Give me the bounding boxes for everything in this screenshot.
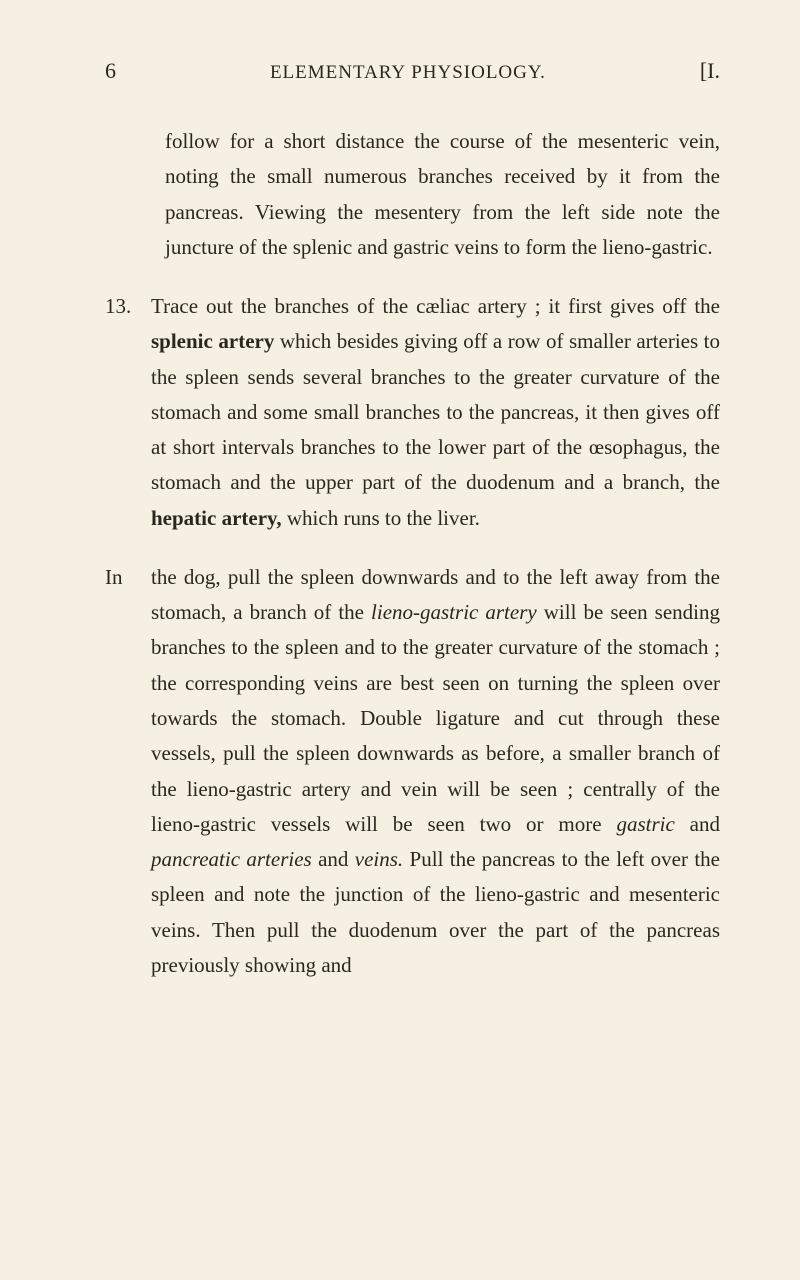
item-number: 13. <box>105 289 137 536</box>
italic-term: lieno-gastric artery <box>371 600 537 624</box>
text-segment: will be seen sending branches to the spl… <box>151 600 720 836</box>
text-segment: and <box>312 847 355 871</box>
italic-term: pancreatic arteries <box>151 847 312 871</box>
hanging-text: the dog, pull the spleen downwards and t… <box>151 560 720 983</box>
header-title: ELEMENTARY PHYSIOLOGY. <box>116 62 700 84</box>
text-segment: which runs to the liver. <box>282 506 480 530</box>
item-text: Trace out the branches of the cæliac art… <box>151 289 720 536</box>
hanging-paragraph: In the dog, pull the spleen downwards an… <box>105 560 720 983</box>
bold-term: hepatic artery, <box>151 506 282 530</box>
bold-term: splenic artery <box>151 329 274 353</box>
italic-term: veins. <box>355 847 403 871</box>
page-number-right: [I. <box>700 58 720 84</box>
italic-term: gastric <box>616 812 674 836</box>
text-segment: Trace out the branches of the cæliac art… <box>151 294 720 318</box>
numbered-paragraph-13: 13. Trace out the branches of the cæliac… <box>105 289 720 536</box>
page-header: 6 ELEMENTARY PHYSIOLOGY. [I. <box>105 58 720 84</box>
text-segment: and <box>675 812 720 836</box>
text-segment: which besides giving off a row of smalle… <box>151 329 720 494</box>
hanging-prefix: In <box>105 560 137 983</box>
paragraph-continuation: follow for a short distance the course o… <box>165 124 720 265</box>
page-number-left: 6 <box>105 58 116 84</box>
